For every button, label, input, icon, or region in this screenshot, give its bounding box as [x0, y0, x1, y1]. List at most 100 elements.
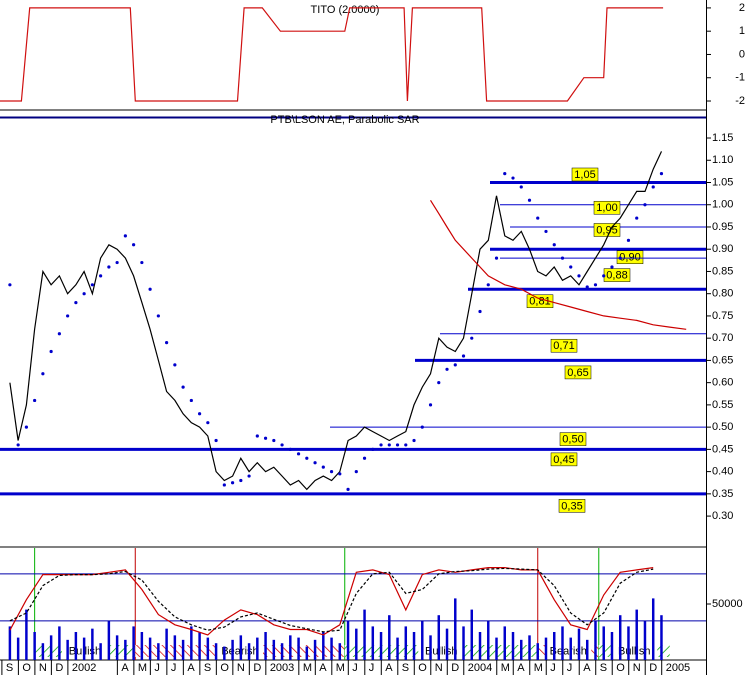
sar-dot: [618, 256, 622, 260]
volume-bar: [363, 609, 366, 660]
level-label-box: [593, 200, 621, 215]
level-label: 0,35: [561, 500, 582, 512]
volume-bar: [404, 626, 408, 660]
x-tick-label: D: [451, 662, 459, 674]
x-tick-label: J: [567, 662, 573, 674]
volume-bar: [379, 632, 383, 660]
volume-bar: [74, 632, 78, 660]
sar-dot: [74, 300, 78, 305]
volume-bar: [346, 620, 350, 660]
sar-dot: [503, 171, 507, 176]
region-label: Bearish: [550, 645, 587, 657]
x-tick-label: 2004: [468, 662, 492, 674]
sar-dot: [651, 185, 655, 189]
stochastic-line: [9, 567, 654, 636]
volume-bar: [82, 637, 86, 660]
volume-bar: [107, 620, 111, 660]
sar-dot: [8, 283, 12, 287]
sar-dot: [486, 283, 490, 287]
volume-bar: [594, 620, 597, 660]
sar-dot: [354, 470, 358, 474]
panel-title: PTB\LSON AE, Parabolic SAR: [270, 114, 419, 126]
x-tick-label: A: [517, 662, 525, 674]
y-tick-label: 50000: [712, 598, 743, 610]
sar-dot: [222, 483, 226, 487]
sar-dot: [239, 478, 243, 483]
y-tick-label: 0.50: [712, 421, 733, 433]
volume-bar: [8, 626, 12, 660]
volume-bar: [429, 635, 432, 660]
sar-dot: [552, 243, 556, 247]
volume-bar: [289, 635, 292, 660]
volume-bar: [16, 637, 20, 660]
sar-dot: [255, 434, 259, 438]
volume-bar: [569, 637, 572, 660]
sar-dot: [272, 438, 276, 443]
sar-dot: [569, 265, 573, 269]
x-tick-label: D: [649, 662, 657, 674]
x-tick-label: A: [319, 662, 327, 674]
x-tick-label: O: [220, 662, 229, 674]
level-label: 0,65: [567, 367, 588, 379]
volume-bar: [173, 635, 177, 660]
volume-bar: [214, 643, 218, 660]
volume-bar: [198, 632, 201, 660]
sar-dot: [99, 274, 103, 278]
volume-bar: [445, 628, 449, 660]
x-tick-label: J: [352, 662, 358, 674]
volume-bar: [297, 637, 300, 660]
y-tick-label: 0.55: [712, 399, 733, 411]
sar-dot: [82, 292, 86, 296]
volume-bar: [553, 632, 556, 660]
x-tick-label: D: [55, 662, 63, 674]
y-tick-label: 0.65: [712, 354, 733, 366]
volume-bar: [495, 637, 498, 660]
level-label: 0,71: [553, 340, 574, 352]
sar-dot: [148, 287, 152, 291]
sar-dot: [371, 447, 375, 451]
volume-bar: [412, 632, 416, 660]
volume-bar: [58, 626, 61, 660]
level-label-box: [550, 338, 578, 353]
volume-bar: [462, 626, 465, 660]
sar-dot: [132, 243, 136, 247]
x-tick-label: S: [600, 662, 607, 674]
volume-bar: [618, 615, 622, 660]
x-tick-label: M: [534, 662, 543, 674]
y-tick-label: 0.75: [712, 310, 733, 322]
sar-dot: [24, 425, 28, 429]
sar-dot: [346, 487, 350, 492]
level-label-box: [559, 432, 587, 446]
volume-bar: [190, 626, 193, 660]
sar-dot: [544, 229, 548, 234]
volume-bar: [132, 626, 135, 660]
sar-dot: [511, 176, 515, 180]
sar-dot: [296, 452, 301, 456]
sar-dot: [527, 198, 532, 202]
sar-dot: [593, 283, 598, 287]
sar-dot: [263, 436, 268, 440]
x-tick-label: O: [418, 662, 427, 674]
volume-bar: [140, 632, 144, 660]
sar-dot: [387, 443, 391, 447]
volume-bar: [544, 637, 548, 660]
y-tick-label: 0.70: [712, 332, 733, 344]
y-tick-label: -1: [735, 72, 745, 84]
sar-dot: [412, 438, 416, 443]
sar-dot: [41, 372, 45, 376]
sar-dot: [519, 185, 523, 189]
volume-bar: [239, 635, 243, 660]
sar-dot: [313, 461, 317, 465]
sar-dot: [206, 421, 210, 425]
sar-dot: [626, 238, 631, 242]
level-label-box: [558, 499, 586, 513]
volume-bar: [355, 628, 358, 660]
sar-dot: [181, 385, 185, 389]
volume-bar: [520, 639, 523, 660]
volume-bar: [610, 632, 614, 660]
sar-dot: [33, 398, 37, 403]
x-tick-label: D: [253, 662, 261, 674]
volume-bar: [388, 615, 391, 660]
volume-bar: [305, 646, 309, 660]
